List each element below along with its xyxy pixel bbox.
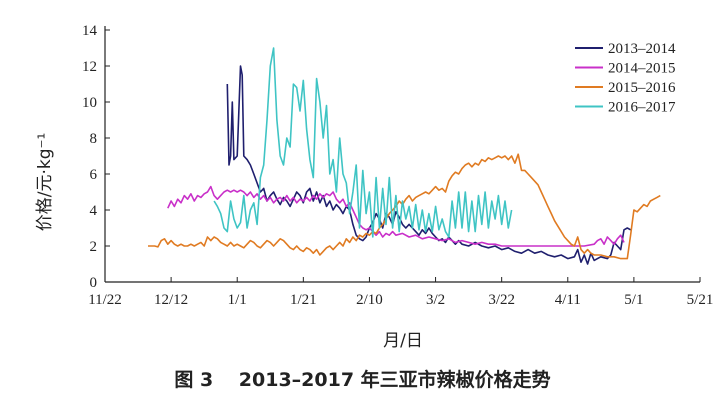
y-tick-label: 8 bbox=[90, 131, 98, 147]
x-tick-label: 4/11 bbox=[555, 292, 581, 308]
axes-layer: 0 2 4 6 8 10 12 14 11/22 12/12 1/1 1/21 2/10 3/2 3/22 4… bbox=[82, 23, 713, 308]
y-tick-label: 14 bbox=[82, 23, 98, 39]
legend-label: 2015–2016 bbox=[608, 80, 676, 96]
x-tick-label: 5/21 bbox=[687, 292, 714, 308]
legend: 2013–2014 2014–2015 2015–2016 2016–2017 bbox=[575, 41, 676, 116]
y-axis-title: 价格/元·kg⁻¹ bbox=[35, 133, 55, 232]
legend-label: 2014–2015 bbox=[608, 61, 676, 77]
legend-label: 2013–2014 bbox=[608, 41, 676, 57]
line-chart: 0 2 4 6 8 10 12 14 11/22 12/12 1/1 1/21 2/10 3/2 3/22 4… bbox=[35, 23, 713, 351]
series-layer bbox=[148, 47, 661, 265]
x-tick-label: 12/12 bbox=[154, 292, 188, 308]
series-line-2014–2015 bbox=[167, 185, 625, 247]
y-tick-label: 6 bbox=[90, 167, 98, 183]
x-tick-label: 3/2 bbox=[426, 292, 445, 308]
y-tick-label: 2 bbox=[90, 239, 98, 255]
legend-label: 2016–2017 bbox=[608, 100, 676, 116]
x-tick-label: 3/22 bbox=[488, 292, 515, 308]
y-tick-label: 10 bbox=[82, 95, 97, 111]
series-line-2013–2014 bbox=[226, 65, 631, 265]
y-tick-label: 0 bbox=[90, 275, 98, 291]
x-tick-label: 1/1 bbox=[228, 292, 247, 308]
x-tick-label: 2/10 bbox=[356, 292, 383, 308]
x-axis-title: 月/日 bbox=[383, 331, 423, 351]
x-tick-label: 1/21 bbox=[290, 292, 317, 308]
figure-caption: 图 3 2013–2017 年三亚市辣椒价格走势 bbox=[174, 369, 551, 391]
x-tick-label: 5/1 bbox=[624, 292, 643, 308]
series-line-2015–2016 bbox=[148, 153, 661, 260]
y-tick-label: 12 bbox=[82, 59, 97, 75]
x-tick-label: 11/22 bbox=[88, 292, 122, 308]
series-line-2016–2017 bbox=[213, 47, 513, 238]
y-tick-label: 4 bbox=[90, 203, 98, 219]
